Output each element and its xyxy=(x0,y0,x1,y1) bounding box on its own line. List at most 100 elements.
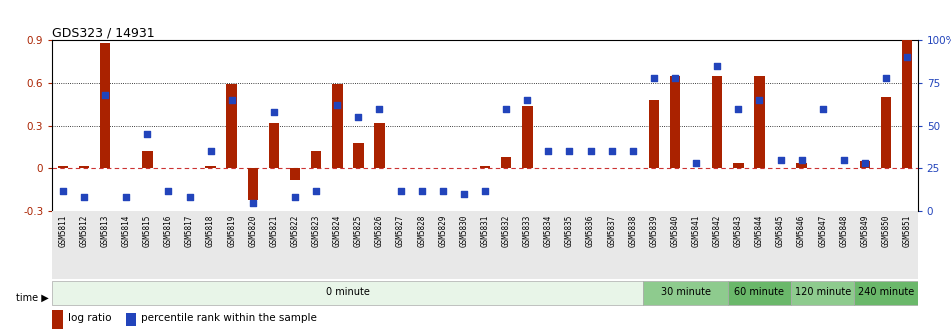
Point xyxy=(794,157,809,163)
FancyBboxPatch shape xyxy=(728,281,791,305)
Bar xyxy=(58,166,68,168)
Text: GSM5812: GSM5812 xyxy=(80,215,88,247)
Bar xyxy=(353,143,363,168)
Text: GSM5823: GSM5823 xyxy=(312,215,320,247)
Point xyxy=(709,63,725,69)
Point xyxy=(330,102,345,108)
Point xyxy=(308,188,323,193)
Bar xyxy=(522,106,533,168)
Point xyxy=(119,195,134,200)
Text: time ▶: time ▶ xyxy=(16,292,49,302)
Point xyxy=(372,106,387,111)
Point xyxy=(836,157,851,163)
Text: GSM5832: GSM5832 xyxy=(501,215,511,247)
Point xyxy=(752,97,767,103)
Text: GSM5826: GSM5826 xyxy=(375,215,384,247)
Text: GSM5831: GSM5831 xyxy=(480,215,490,247)
Point xyxy=(730,106,746,111)
Point xyxy=(266,110,281,115)
Point xyxy=(140,132,155,137)
Point xyxy=(647,75,662,81)
Point xyxy=(393,188,408,193)
Bar xyxy=(142,151,152,168)
Bar xyxy=(733,163,744,168)
Text: 0 minute: 0 minute xyxy=(326,287,370,297)
Text: GSM5825: GSM5825 xyxy=(354,215,363,247)
Point xyxy=(583,149,598,154)
Text: GSM5816: GSM5816 xyxy=(164,215,173,247)
Point xyxy=(55,188,70,193)
Text: GSM5814: GSM5814 xyxy=(122,215,130,247)
FancyBboxPatch shape xyxy=(791,281,854,305)
FancyBboxPatch shape xyxy=(52,281,643,305)
Text: GSM5845: GSM5845 xyxy=(776,215,785,247)
Text: GSM5841: GSM5841 xyxy=(691,215,701,247)
Text: 30 minute: 30 minute xyxy=(661,287,710,297)
Text: GSM5821: GSM5821 xyxy=(269,215,279,247)
Text: GSM5827: GSM5827 xyxy=(396,215,405,247)
Text: GSM5835: GSM5835 xyxy=(565,215,574,247)
Bar xyxy=(205,166,216,168)
Text: GSM5848: GSM5848 xyxy=(840,215,848,247)
Point xyxy=(203,149,218,154)
Point xyxy=(287,195,302,200)
Bar xyxy=(226,84,237,168)
Bar xyxy=(860,161,870,168)
Text: GSM5838: GSM5838 xyxy=(629,215,637,247)
Bar xyxy=(79,166,89,168)
Text: GSM5837: GSM5837 xyxy=(607,215,616,247)
Point xyxy=(224,97,240,103)
Bar xyxy=(670,76,680,168)
Point xyxy=(182,195,197,200)
Text: GDS323 / 14931: GDS323 / 14931 xyxy=(52,26,155,39)
Point xyxy=(245,200,261,205)
Bar xyxy=(247,168,258,200)
Point xyxy=(604,149,619,154)
Bar xyxy=(311,151,321,168)
Bar xyxy=(712,76,723,168)
Text: 120 minute: 120 minute xyxy=(795,287,851,297)
Bar xyxy=(126,313,136,326)
Bar xyxy=(754,76,765,168)
Text: GSM5813: GSM5813 xyxy=(101,215,109,247)
Point xyxy=(668,75,683,81)
Point xyxy=(519,97,534,103)
Text: GSM5829: GSM5829 xyxy=(438,215,447,247)
Bar xyxy=(881,97,891,168)
Point xyxy=(625,149,640,154)
Bar xyxy=(374,123,385,168)
Point xyxy=(456,192,472,197)
Point xyxy=(414,188,429,193)
Point xyxy=(562,149,577,154)
Point xyxy=(541,149,556,154)
Bar xyxy=(52,310,63,329)
Bar xyxy=(269,123,280,168)
Text: GSM5815: GSM5815 xyxy=(143,215,152,247)
Point xyxy=(498,106,514,111)
Text: GSM5850: GSM5850 xyxy=(882,215,890,247)
Point xyxy=(477,188,493,193)
FancyBboxPatch shape xyxy=(854,281,918,305)
Point xyxy=(815,106,830,111)
Point xyxy=(900,55,915,60)
Text: GSM5846: GSM5846 xyxy=(797,215,806,247)
Point xyxy=(858,161,873,166)
Point xyxy=(689,161,704,166)
Bar xyxy=(479,166,491,168)
Point xyxy=(161,188,176,193)
Text: GSM5844: GSM5844 xyxy=(755,215,764,247)
Bar xyxy=(100,43,110,168)
Text: GSM5849: GSM5849 xyxy=(861,215,869,247)
Text: GSM5851: GSM5851 xyxy=(902,215,912,247)
Text: GSM5822: GSM5822 xyxy=(291,215,300,247)
Text: GSM5819: GSM5819 xyxy=(227,215,236,247)
Point xyxy=(879,75,894,81)
Point xyxy=(436,188,451,193)
Point xyxy=(351,115,366,120)
Bar xyxy=(501,157,512,168)
Bar xyxy=(649,100,659,168)
Text: GSM5840: GSM5840 xyxy=(670,215,679,247)
Text: GSM5836: GSM5836 xyxy=(586,215,595,247)
Text: 60 minute: 60 minute xyxy=(734,287,785,297)
Text: percentile rank within the sample: percentile rank within the sample xyxy=(142,313,318,323)
